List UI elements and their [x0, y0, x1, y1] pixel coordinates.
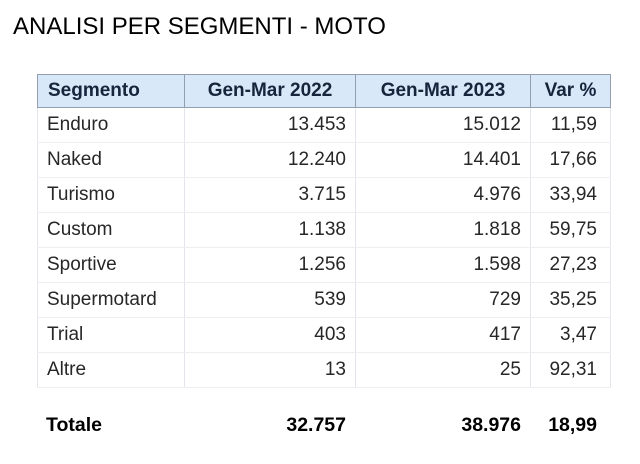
cell-segmento: Sportive [37, 247, 185, 283]
cell-var: 35,25 [530, 282, 611, 318]
header-row: Segmento Gen-Mar 2022 Gen-Mar 2023 Var % [37, 74, 611, 108]
cell-2022: 403 [184, 317, 356, 353]
cell-2023: 4.976 [355, 177, 531, 213]
cell-2023: 25 [355, 352, 531, 388]
cell-var: 11,59 [530, 107, 611, 143]
column-header-gen-mar-2023: Gen-Mar 2023 [355, 74, 531, 108]
totals-label: Totale [46, 413, 102, 436]
cell-2022: 3.715 [184, 177, 356, 213]
column-header-segmento: Segmento [37, 74, 185, 108]
table-row: Custom 1.138 1.818 59,75 [37, 212, 611, 248]
table-row: Altre 13 25 92,31 [37, 352, 611, 388]
totals-2023: 38.976 [461, 413, 521, 436]
cell-var: 59,75 [530, 212, 611, 248]
cell-2022: 13.453 [184, 107, 356, 143]
cell-2023: 1.598 [355, 247, 531, 283]
cell-segmento: Enduro [37, 107, 185, 143]
cell-var: 3,47 [530, 317, 611, 353]
table-header: Segmento Gen-Mar 2022 Gen-Mar 2023 Var % [37, 74, 611, 108]
cell-segmento: Supermotard [37, 282, 185, 318]
cell-var: 33,94 [530, 177, 611, 213]
cell-2023: 15.012 [355, 107, 531, 143]
cell-segmento: Turismo [37, 177, 185, 213]
cell-var: 17,66 [530, 142, 611, 178]
cell-segmento: Altre [37, 352, 185, 388]
cell-2023: 417 [355, 317, 531, 353]
table-row: Enduro 13.453 15.012 11,59 [37, 107, 611, 143]
segments-table-container: Segmento Gen-Mar 2022 Gen-Mar 2023 Var %… [37, 74, 611, 441]
totals-2022: 32.757 [286, 413, 346, 436]
cell-2023: 1.818 [355, 212, 531, 248]
cell-var: 27,23 [530, 247, 611, 283]
cell-segmento: Trial [37, 317, 185, 353]
table-row: Supermotard 539 729 35,25 [37, 282, 611, 318]
totals-row: Totale 32.757 38.976 18,99 [37, 409, 610, 441]
cell-var: 92,31 [530, 352, 611, 388]
cell-2022: 1.256 [184, 247, 356, 283]
cell-2022: 1.138 [184, 212, 356, 248]
cell-2023: 14.401 [355, 142, 531, 178]
cell-2022: 539 [184, 282, 356, 318]
cell-segmento: Custom [37, 212, 185, 248]
table-row: Turismo 3.715 4.976 33,94 [37, 177, 611, 213]
table-row: Trial 403 417 3,47 [37, 317, 611, 353]
totals-var: 18,99 [548, 413, 597, 436]
page-title: ANALISI PER SEGMENTI - MOTO [13, 13, 386, 40]
column-header-gen-mar-2022: Gen-Mar 2022 [184, 74, 356, 108]
table-row: Naked 12.240 14.401 17,66 [37, 142, 611, 178]
table-row: Sportive 1.256 1.598 27,23 [37, 247, 611, 283]
cell-2023: 729 [355, 282, 531, 318]
segments-table: Segmento Gen-Mar 2022 Gen-Mar 2023 Var %… [37, 74, 611, 388]
table-body: Enduro 13.453 15.012 11,59 Naked 12.240 … [37, 107, 611, 388]
cell-segmento: Naked [37, 142, 185, 178]
cell-2022: 12.240 [184, 142, 356, 178]
cell-2022: 13 [184, 352, 356, 388]
column-header-var-pct: Var % [530, 74, 611, 108]
